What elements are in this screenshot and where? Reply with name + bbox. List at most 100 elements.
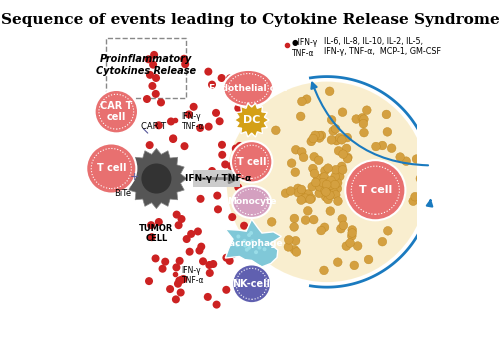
Circle shape	[402, 157, 410, 165]
Circle shape	[332, 165, 340, 174]
Text: T cell: T cell	[358, 185, 392, 195]
Circle shape	[266, 242, 270, 246]
Circle shape	[176, 277, 184, 284]
Circle shape	[272, 126, 280, 135]
Circle shape	[187, 230, 195, 238]
Circle shape	[297, 196, 306, 205]
Circle shape	[316, 178, 324, 186]
Polygon shape	[226, 219, 281, 267]
Circle shape	[352, 115, 360, 123]
Circle shape	[178, 276, 186, 284]
Circle shape	[296, 112, 305, 121]
Circle shape	[334, 179, 342, 187]
Text: T cell: T cell	[96, 163, 126, 174]
Circle shape	[332, 136, 341, 145]
Circle shape	[198, 243, 205, 251]
Circle shape	[181, 60, 189, 68]
Circle shape	[148, 233, 156, 241]
Circle shape	[336, 133, 344, 142]
Circle shape	[359, 119, 368, 128]
Circle shape	[208, 81, 216, 89]
Circle shape	[254, 250, 258, 254]
Ellipse shape	[224, 70, 274, 107]
Circle shape	[327, 181, 336, 189]
Circle shape	[396, 153, 404, 161]
Circle shape	[155, 218, 163, 226]
Circle shape	[342, 144, 351, 153]
Circle shape	[348, 225, 356, 234]
Circle shape	[212, 109, 220, 117]
Circle shape	[310, 215, 318, 224]
Circle shape	[320, 173, 328, 181]
Circle shape	[240, 270, 248, 277]
Circle shape	[212, 301, 220, 309]
Circle shape	[292, 146, 300, 154]
Circle shape	[182, 235, 190, 243]
Circle shape	[158, 265, 166, 273]
Circle shape	[242, 239, 246, 243]
Text: Endothelial cell: Endothelial cell	[209, 84, 288, 93]
Circle shape	[142, 163, 172, 193]
Circle shape	[317, 226, 326, 235]
Circle shape	[178, 215, 186, 223]
Circle shape	[325, 179, 334, 188]
Circle shape	[209, 260, 217, 268]
Circle shape	[320, 266, 328, 275]
Text: ●IFN-γ
TNF-α: ●IFN-γ TNF-α	[292, 38, 318, 58]
Circle shape	[214, 192, 222, 200]
Circle shape	[329, 127, 338, 135]
Circle shape	[304, 190, 313, 198]
Text: Macrophage: Macrophage	[220, 239, 283, 248]
Circle shape	[339, 221, 347, 230]
Circle shape	[378, 141, 387, 150]
Circle shape	[309, 134, 318, 143]
Circle shape	[348, 232, 356, 240]
Circle shape	[208, 167, 216, 175]
Circle shape	[228, 213, 236, 221]
Circle shape	[388, 144, 396, 153]
Circle shape	[292, 248, 301, 256]
Circle shape	[242, 240, 250, 248]
Text: IFN-γ / TNF-α: IFN-γ / TNF-α	[185, 174, 252, 183]
Circle shape	[338, 165, 347, 174]
Circle shape	[308, 164, 318, 173]
Circle shape	[314, 156, 323, 165]
Circle shape	[300, 189, 308, 197]
Circle shape	[299, 153, 308, 162]
Circle shape	[322, 192, 330, 201]
Text: T cell: T cell	[237, 157, 266, 167]
Circle shape	[242, 97, 250, 105]
Circle shape	[234, 104, 242, 112]
Circle shape	[176, 257, 184, 265]
Polygon shape	[126, 148, 186, 209]
Circle shape	[372, 142, 380, 151]
Circle shape	[384, 226, 392, 235]
Circle shape	[416, 174, 424, 183]
Circle shape	[304, 207, 312, 215]
Circle shape	[334, 197, 342, 206]
Circle shape	[378, 237, 386, 246]
Circle shape	[346, 160, 406, 220]
Circle shape	[218, 141, 226, 149]
Circle shape	[306, 195, 314, 204]
Circle shape	[146, 141, 154, 149]
Circle shape	[291, 168, 300, 177]
Circle shape	[144, 55, 152, 63]
Circle shape	[322, 188, 330, 196]
Circle shape	[227, 162, 235, 170]
Text: IFN-γ
TNF-α: IFN-γ TNF-α	[182, 112, 204, 131]
Circle shape	[240, 222, 248, 230]
Circle shape	[320, 186, 330, 195]
Circle shape	[358, 114, 366, 122]
Ellipse shape	[232, 186, 271, 218]
Circle shape	[362, 106, 371, 115]
Circle shape	[294, 188, 302, 197]
Circle shape	[338, 108, 347, 117]
Circle shape	[146, 71, 154, 79]
Circle shape	[327, 135, 336, 144]
Circle shape	[172, 295, 180, 303]
Circle shape	[286, 187, 295, 195]
Circle shape	[336, 172, 344, 181]
Circle shape	[232, 145, 240, 152]
Circle shape	[334, 147, 343, 155]
